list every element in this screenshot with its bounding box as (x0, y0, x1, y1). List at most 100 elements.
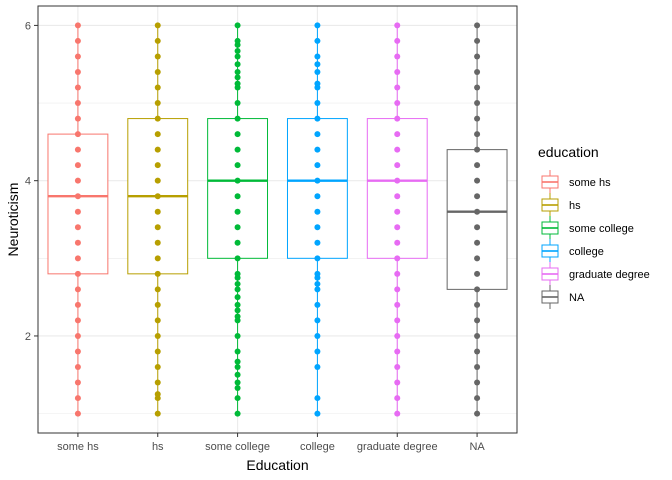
data-point (314, 146, 321, 153)
data-point (74, 84, 81, 91)
y-tick-label: 6 (25, 20, 31, 32)
data-point (394, 239, 401, 246)
box (446, 149, 508, 290)
data-point (234, 193, 241, 200)
legend-label: college (569, 246, 604, 258)
box-group-1 (127, 22, 189, 417)
data-point (74, 177, 81, 184)
box-layer (47, 22, 508, 417)
data-point (234, 68, 241, 75)
data-point (74, 224, 81, 231)
data-point (314, 61, 321, 68)
data-point (474, 270, 481, 277)
data-point (474, 22, 481, 29)
data-point (474, 410, 481, 417)
data-point (154, 146, 161, 153)
data-point (394, 177, 401, 184)
data-point (394, 37, 401, 44)
legend-label: some college (569, 223, 634, 235)
legend-item-5: NA (541, 285, 585, 309)
data-point (74, 364, 81, 371)
data-point (474, 332, 481, 339)
data-point (154, 224, 161, 231)
x-axis-title: Education (246, 457, 308, 473)
data-point (314, 115, 321, 122)
data-point (234, 115, 241, 122)
legend-item-0: some hs (541, 170, 611, 194)
data-point (234, 146, 241, 153)
data-point (74, 332, 81, 339)
data-point (234, 270, 241, 277)
data-point (314, 208, 321, 215)
legend-title: education (538, 144, 599, 160)
data-point (74, 68, 81, 75)
data-point (394, 162, 401, 169)
data-point (474, 301, 481, 308)
data-point (154, 348, 161, 355)
data-point (154, 37, 161, 44)
data-point (154, 364, 161, 371)
data-point (234, 280, 241, 287)
x-tick-label: college (300, 441, 335, 453)
legend-label: NA (569, 292, 585, 304)
data-point (154, 270, 161, 277)
box-group-0 (47, 22, 109, 417)
data-point (234, 301, 241, 308)
data-point (394, 410, 401, 417)
box-group-2 (207, 22, 269, 417)
data-point (474, 146, 481, 153)
axis-layer: 2 4 6 some hs hs some college college graduate … (25, 20, 486, 453)
box-group-4 (366, 22, 428, 417)
data-point (474, 239, 481, 246)
data-point (74, 146, 81, 153)
data-point (234, 348, 241, 355)
data-point (314, 395, 321, 402)
legend-label: graduate degree (569, 269, 650, 281)
data-point (234, 358, 241, 365)
data-point (234, 22, 241, 29)
data-point (74, 131, 81, 138)
data-point (74, 317, 81, 324)
data-point (234, 61, 241, 68)
data-point (154, 53, 161, 60)
data-point (154, 100, 161, 107)
data-point (234, 208, 241, 215)
data-point (234, 384, 241, 391)
data-point (394, 84, 401, 91)
data-point (154, 84, 161, 91)
data-point (234, 131, 241, 138)
legend-item-3: college (541, 239, 604, 263)
data-point (234, 332, 241, 339)
data-point (74, 208, 81, 215)
data-point (154, 379, 161, 386)
data-point (74, 22, 81, 29)
data-point (474, 131, 481, 138)
data-point (154, 208, 161, 215)
data-point (394, 208, 401, 215)
data-point (234, 313, 241, 320)
data-point (74, 115, 81, 122)
data-point (154, 391, 161, 398)
data-point (474, 286, 481, 293)
data-point (394, 100, 401, 107)
data-point (314, 37, 321, 44)
data-point (314, 224, 321, 231)
data-point (154, 255, 161, 262)
legend: education some hs hs some college college gr… (538, 144, 650, 309)
data-point (474, 208, 481, 215)
data-point (74, 379, 81, 386)
data-point (154, 239, 161, 246)
box (366, 118, 428, 259)
box (207, 118, 269, 259)
data-point (314, 270, 321, 277)
legend-item-1: hs (541, 193, 581, 217)
data-point (74, 255, 81, 262)
data-point (314, 364, 321, 371)
data-point (394, 53, 401, 60)
data-point (154, 410, 161, 417)
data-point (154, 131, 161, 138)
legend-items: some hs hs some college college graduate deg… (541, 170, 650, 309)
data-point (394, 131, 401, 138)
box (47, 133, 109, 275)
